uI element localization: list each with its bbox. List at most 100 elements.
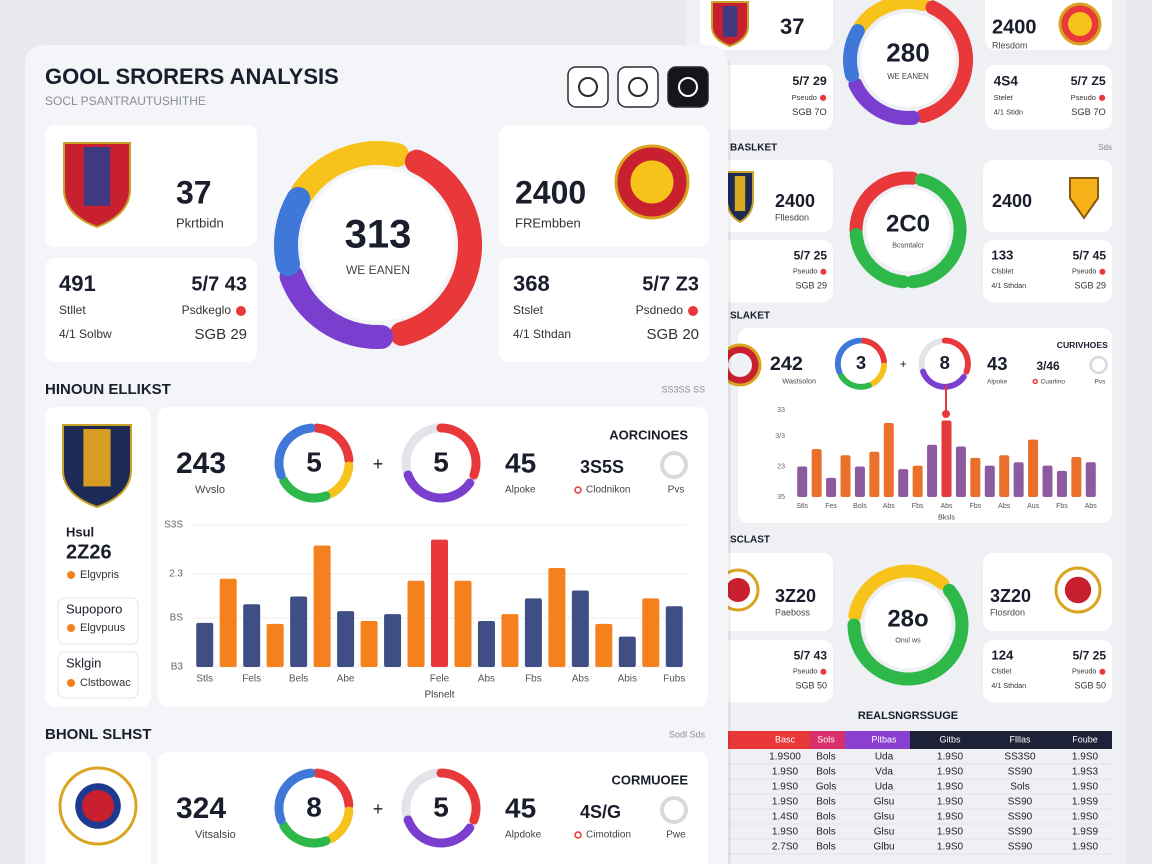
table-rows: 1.9S0 — [937, 827, 964, 838]
table-header-cell — [985, 731, 1050, 749]
row-value-c: 3/46 — [1037, 359, 1061, 373]
section-c-title: SCLAST — [730, 535, 770, 546]
table-rows: Bols — [816, 812, 835, 823]
logo-stripe — [734, 176, 746, 211]
stats-right-low: 4/1 Sthdan — [513, 327, 571, 341]
ring-segment — [920, 368, 967, 390]
icon-button[interactable] — [667, 66, 709, 108]
items-title: Sklgin — [66, 655, 101, 670]
table-rows: SS90 — [1008, 842, 1033, 853]
table-columns: Foube — [1072, 734, 1098, 744]
ring-segment — [849, 228, 910, 289]
status-dot — [236, 306, 246, 316]
ring-segment — [279, 476, 331, 503]
low-donut-value: 28o — [887, 606, 928, 633]
ring-segment — [274, 768, 316, 825]
bar — [337, 611, 355, 667]
ring-center — [410, 432, 472, 494]
marker — [942, 410, 950, 418]
left-stats-low-right: SGB 50 — [795, 681, 827, 691]
ring-center — [410, 777, 472, 839]
item-box — [57, 651, 139, 699]
top-right-value: 2400 — [992, 16, 1037, 38]
bar — [912, 465, 923, 497]
table-rows: 1.9S0 — [937, 752, 964, 763]
left-stats-mid-right: Pseudo — [793, 667, 817, 676]
ring-segment — [403, 815, 475, 848]
table-rows: 1.9S0 — [1072, 842, 1099, 853]
ring-center — [840, 343, 882, 384]
right-stats-top-right: 5/7 25 — [1073, 648, 1107, 662]
x-tick-label: Abis — [618, 674, 637, 685]
right-stats-top-right: 5/7 45 — [1073, 248, 1107, 262]
x-tick-label: Fes — [825, 503, 837, 510]
icon-button[interactable] — [567, 66, 609, 108]
x-tick-label: Aus — [1027, 503, 1040, 510]
table-rows: Glsu — [874, 827, 895, 838]
table-rows: Vda — [875, 767, 893, 778]
ring-segment — [834, 337, 862, 375]
bar — [854, 466, 865, 497]
table-rows: Uda — [875, 752, 894, 763]
bar — [927, 444, 938, 497]
right-stats-mid: Clstlet — [991, 667, 1011, 676]
bar — [642, 598, 660, 667]
row-tag: Pvs — [1094, 378, 1106, 385]
bar — [219, 578, 237, 667]
donut-center — [866, 188, 950, 272]
x-tick-label: Abs — [883, 503, 896, 510]
section1-title: HINOUN ELLIKST — [45, 381, 171, 398]
logo-stripe — [83, 147, 111, 206]
toggle-icon — [1089, 355, 1108, 375]
x-tick-label: Fbs — [912, 503, 924, 510]
table-rows: Uda — [875, 782, 894, 793]
bar — [665, 606, 683, 667]
table-rows: SS90 — [1008, 812, 1033, 823]
row2-value-c: 4S/G — [580, 802, 621, 822]
table-rows: 1.9S00 — [769, 752, 801, 763]
table-rows: 1.9S0 — [937, 812, 964, 823]
table-rows: 1.9S0 — [772, 782, 799, 793]
card — [700, 240, 833, 303]
icon-button[interactable] — [617, 66, 659, 108]
bar — [898, 469, 909, 497]
left-stats-top-right: 5/7 25 — [794, 248, 828, 262]
bar — [1071, 456, 1082, 497]
left-stats-low-right: SGB 7O — [792, 107, 827, 117]
table-rows: 1.9S0 — [1072, 782, 1099, 793]
logo-stripe — [83, 429, 111, 487]
ring-segment — [403, 470, 475, 503]
toggle-icon — [660, 451, 688, 479]
row1-value-b: 45 — [505, 447, 536, 478]
status-dot — [1032, 378, 1038, 385]
mid-left-value: 2400 — [775, 191, 815, 211]
bar — [313, 545, 331, 667]
table-rows: 1.9S0 — [937, 767, 964, 778]
mid-right-value: 2400 — [992, 191, 1032, 211]
bar — [384, 614, 402, 667]
ring-segment — [916, 0, 973, 124]
ring-segment — [436, 768, 481, 825]
x-tick-label: Abs — [478, 674, 495, 685]
card — [700, 640, 833, 703]
item-box — [57, 597, 139, 645]
row-label-c: Cuarlino — [1040, 378, 1065, 385]
table-rows: 1.9S9 — [1072, 797, 1099, 808]
right-stats-mid: Clsblet — [991, 267, 1013, 276]
row1-label-c: Clodnikon — [586, 485, 630, 496]
bar — [407, 580, 425, 667]
row-label: Wastsolon — [782, 376, 816, 385]
x-tick-label: Fbs — [970, 503, 982, 510]
stats-right-top: 368 — [513, 271, 550, 296]
row-heading: CURIVHOES — [1057, 340, 1108, 350]
x-tick-label: Abs — [998, 503, 1011, 510]
ring-segment — [274, 423, 316, 480]
row-value: 242 — [770, 353, 803, 375]
left-stats-mid-right: Pseudo — [792, 93, 817, 102]
table-rows: SS90 — [1008, 797, 1033, 808]
bar — [290, 596, 308, 667]
table-rows: Bols — [816, 797, 835, 808]
hero-left-value: 37 — [176, 174, 212, 210]
table-columns: Pitbas — [871, 734, 897, 744]
card — [499, 258, 709, 362]
